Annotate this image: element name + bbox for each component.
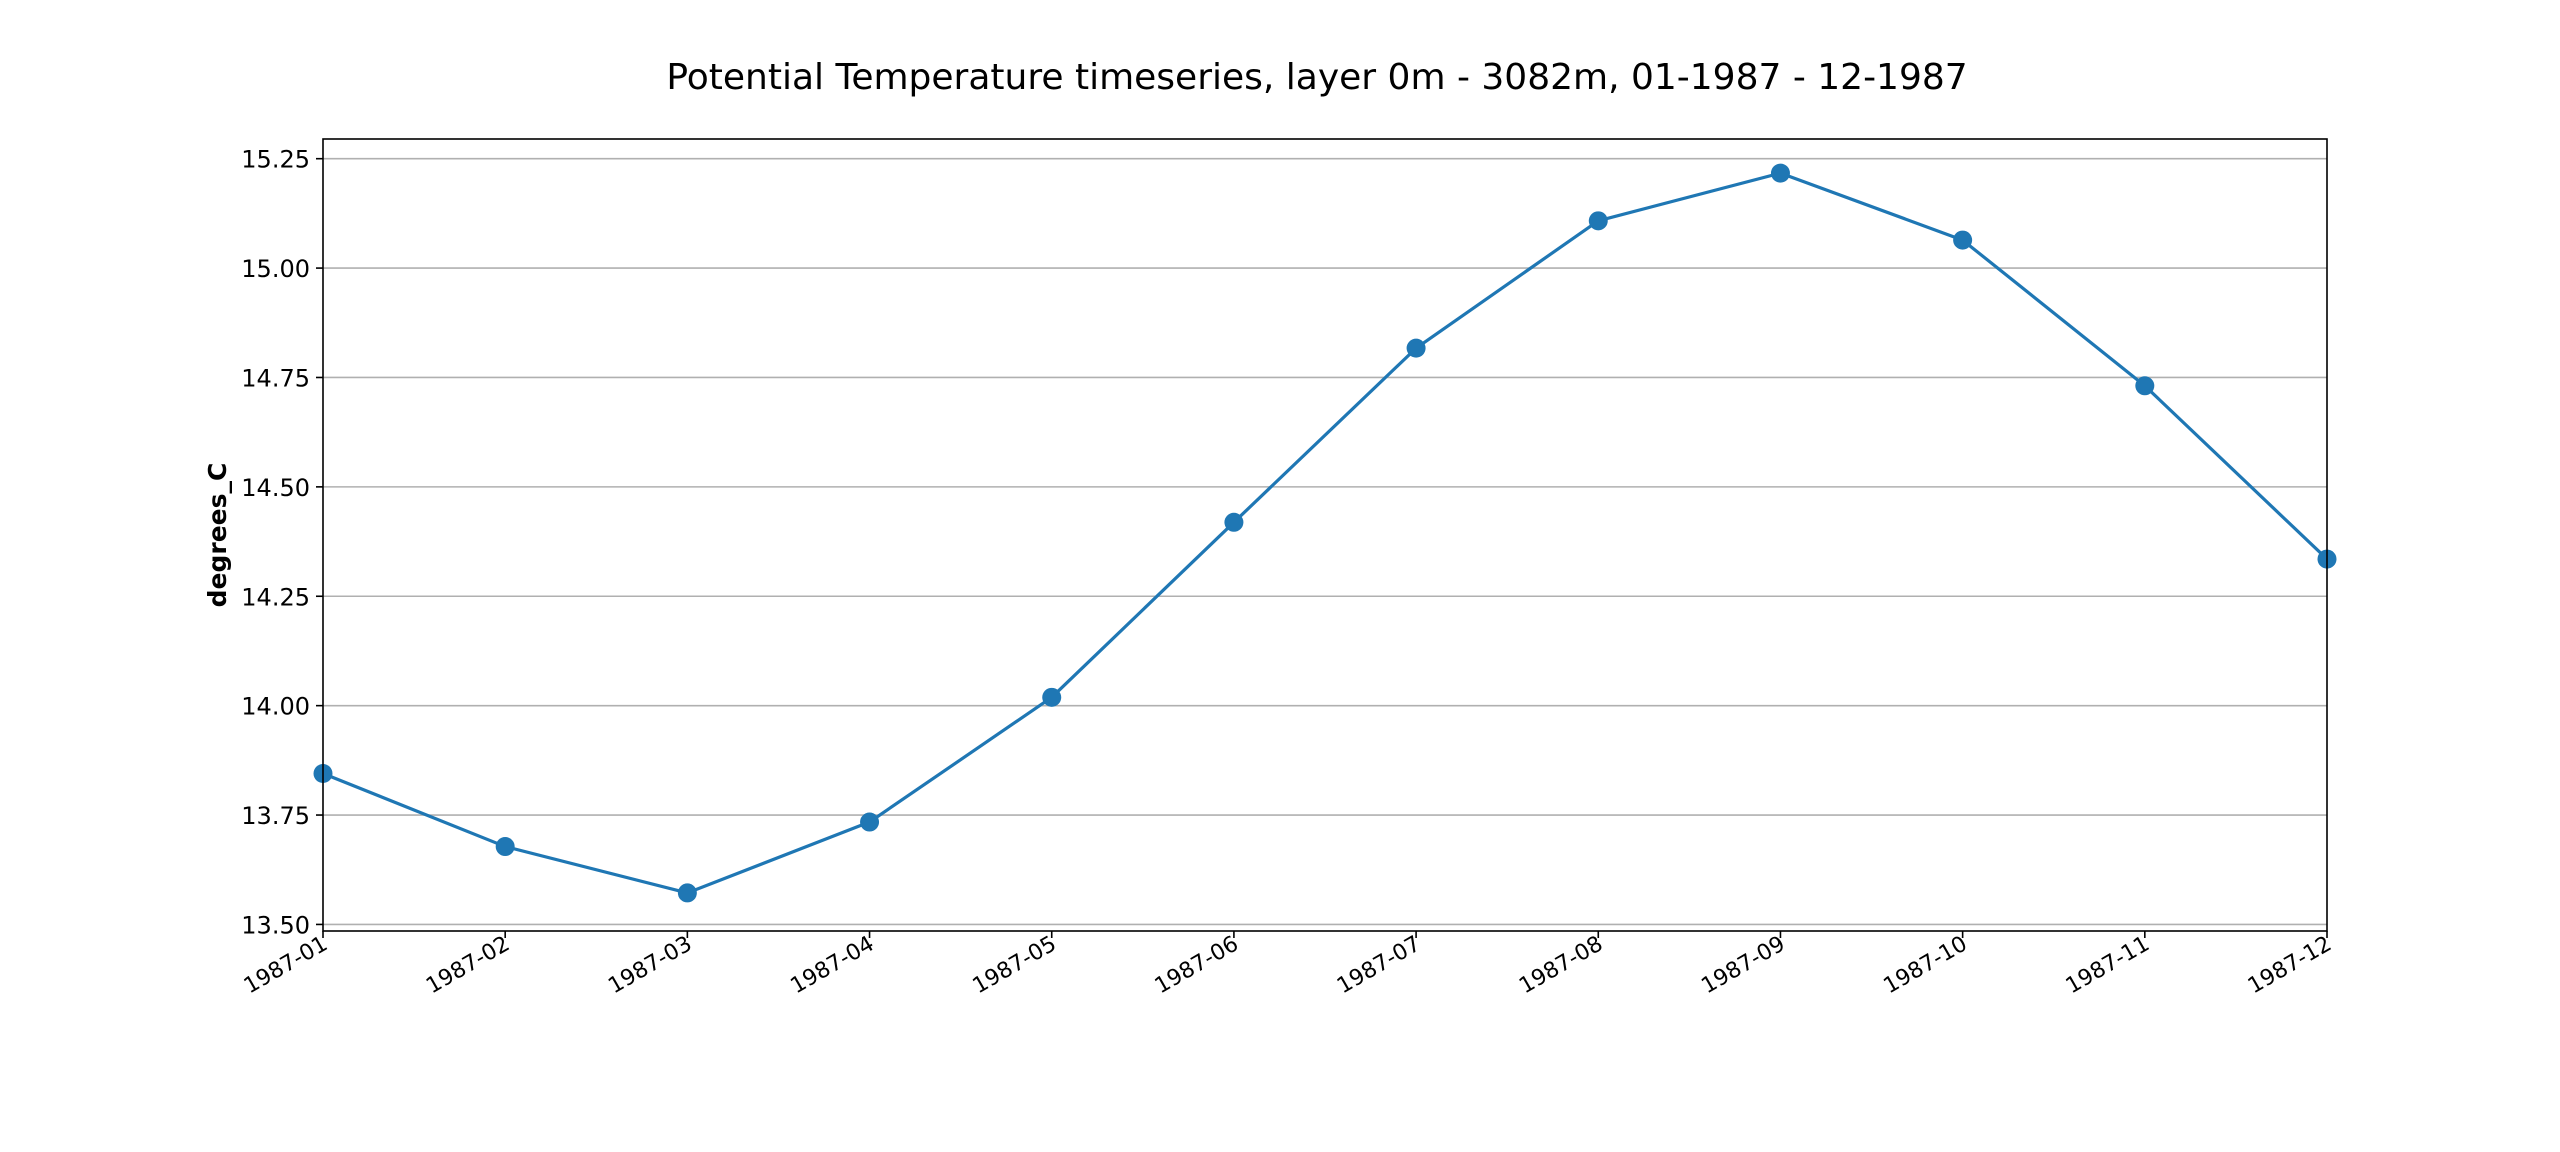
x-tick-label: 1987-05 [969,932,1061,1000]
y-axis-ticks: 13.50 13.75 14.00 14.25 14.50 14.75 15.00 15.25 [241,146,323,939]
gridlines [323,157,2327,926]
data-point [1406,338,1426,358]
x-tick-label: 1987-02 [422,932,514,1000]
series-line [322,171,2329,895]
x-axis-ticks: 1987-01 1987-02 1987-03 1987-04 1987-05 1987-… [240,931,2336,999]
data-point [1224,512,1244,532]
chart-title: Potential Temperature timeseries, layer … [666,57,1967,98]
y-tick-label: 15.25 [241,146,310,174]
y-tick-label: 13.75 [241,802,310,830]
y-tick-label: 14.50 [241,474,310,502]
y-tick-label: 14.25 [241,583,310,611]
data-series [313,163,2337,903]
x-tick-label: 1987-03 [604,932,696,1000]
data-point [1042,687,1062,707]
y-tick-label: 15.00 [241,255,310,283]
data-point [860,812,880,832]
data-point [1770,163,1790,183]
data-point [677,883,697,903]
y-tick-label: 14.75 [241,364,310,392]
plot-area-frame [322,138,2328,932]
x-tick-label: 1987-09 [1697,932,1789,1000]
y-tick-label: 14.00 [241,693,310,721]
data-point [1588,211,1608,231]
x-tick-label: 1987-11 [2062,932,2154,1000]
x-tick-label: 1987-04 [786,932,878,1000]
x-tick-label: 1987-07 [1333,932,1425,1000]
data-point [1953,230,1973,250]
x-tick-label: 1987-12 [2244,932,2336,1000]
x-tick-label: 1987-06 [1151,932,1243,1000]
x-tick-label: 1987-10 [1880,932,1972,1000]
data-point [2135,376,2155,396]
y-tick-label: 13.50 [241,911,310,939]
y-axis-label: degrees_C [203,463,232,608]
x-tick-label: 1987-08 [1515,932,1607,1000]
data-point [495,837,515,857]
x-tick-label: 1987-01 [240,932,332,1000]
